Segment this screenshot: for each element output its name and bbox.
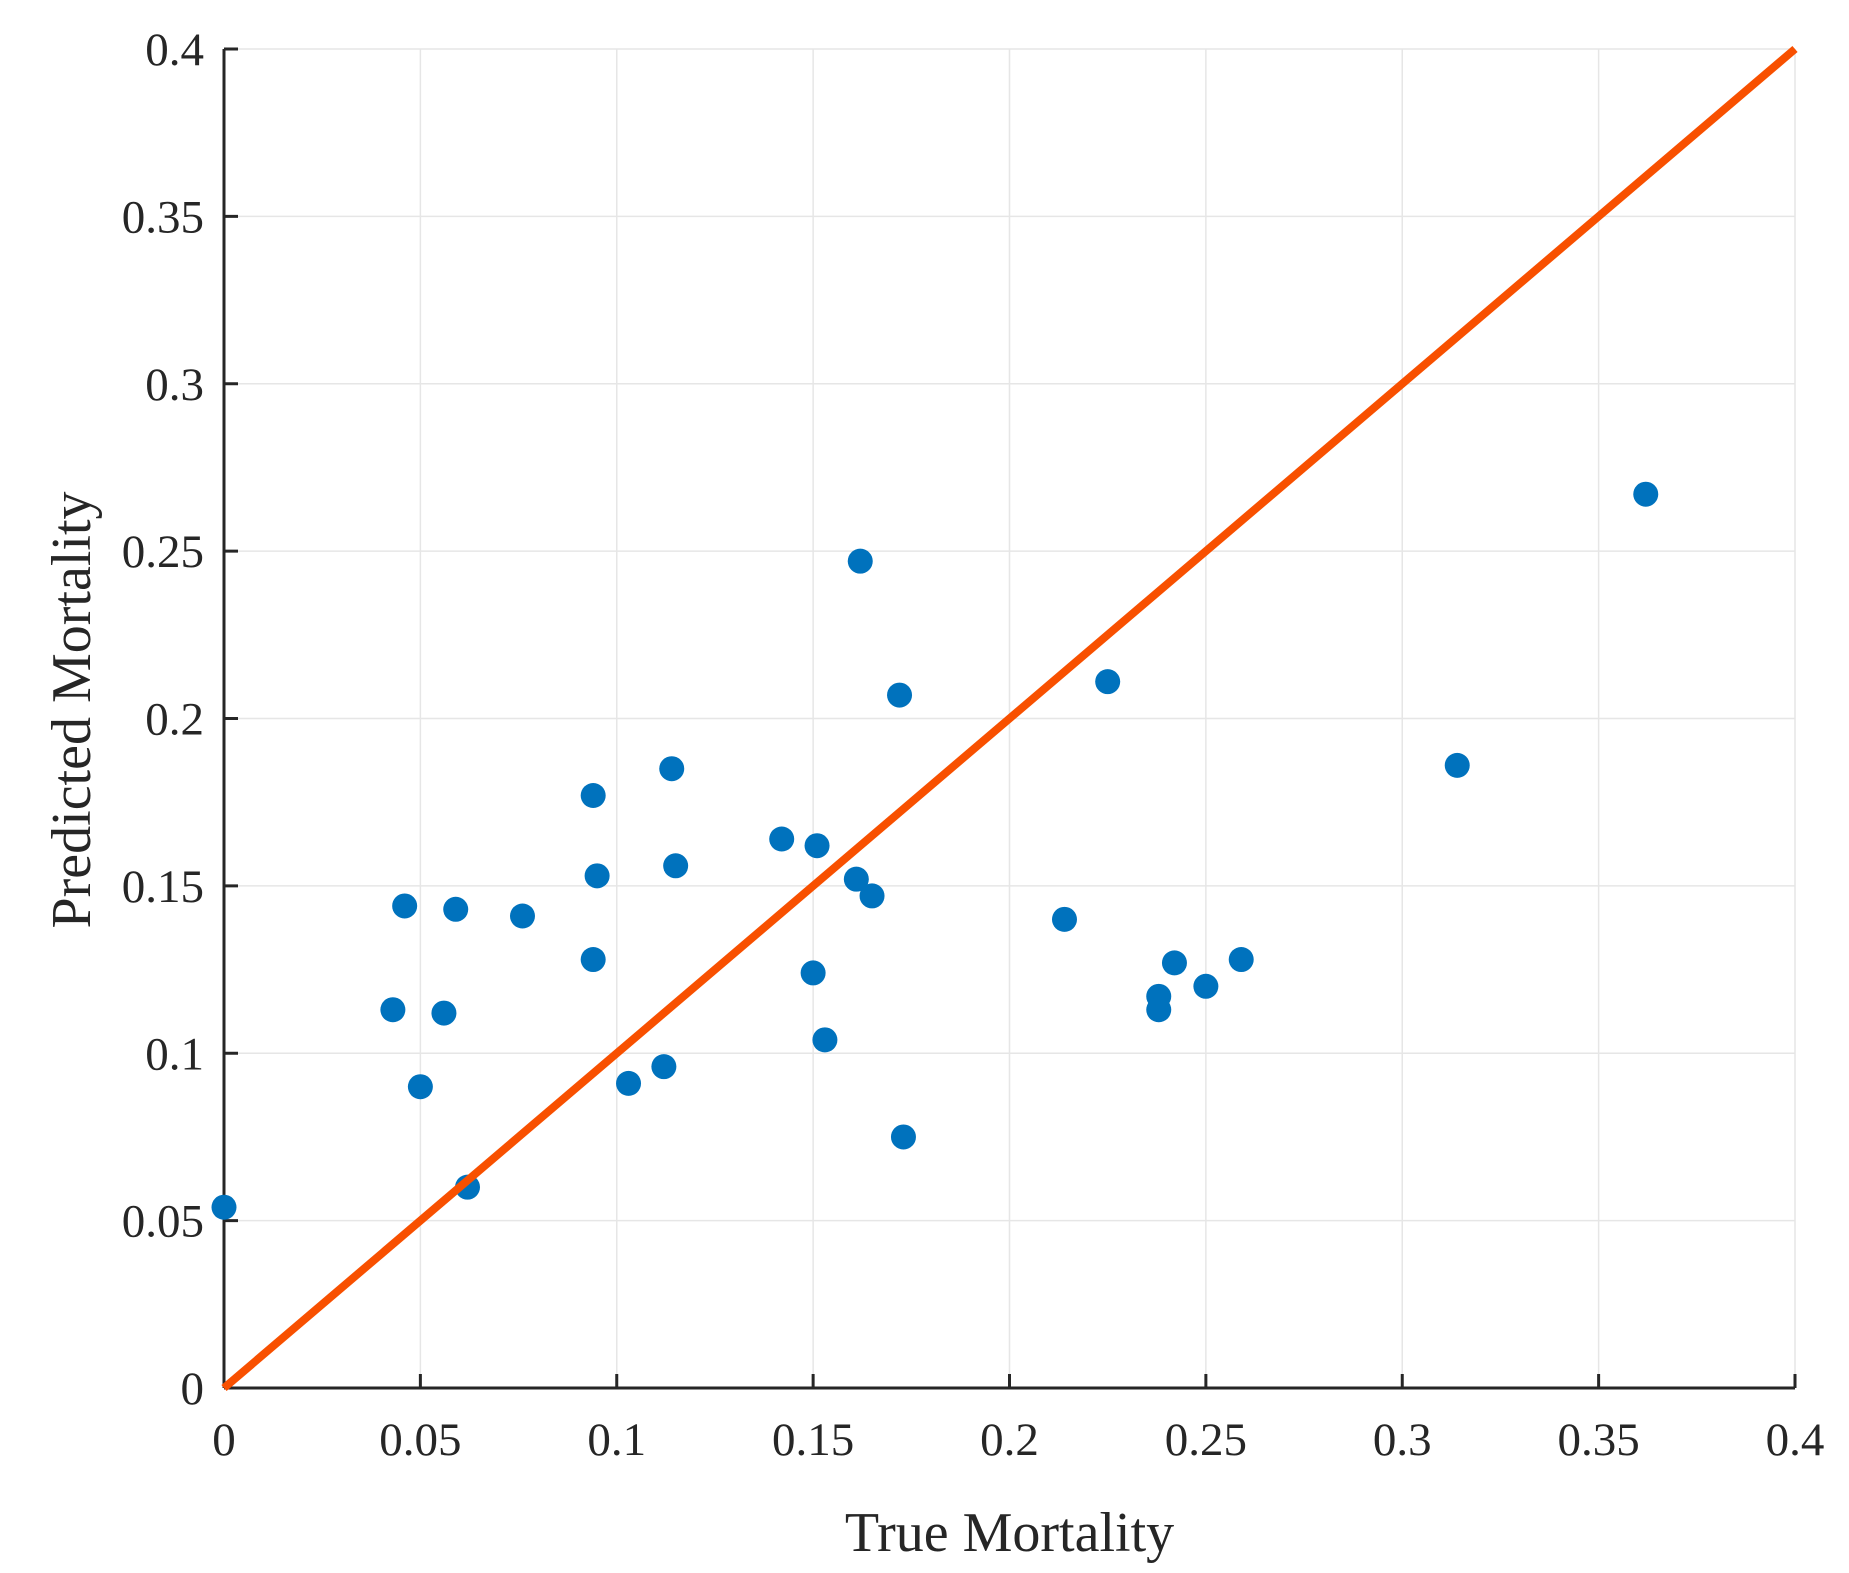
scatter-point [1095, 669, 1121, 695]
y-tick-label: 0.25 [122, 526, 204, 578]
scatter-point [769, 826, 795, 852]
scatter-point [1444, 752, 1470, 778]
scatter-point [663, 853, 689, 879]
x-tick-label: 0.3 [1373, 1414, 1432, 1466]
y-tick-label: 0.4 [145, 24, 204, 76]
scatter-point [431, 1000, 457, 1026]
scatter-point [1146, 997, 1172, 1023]
scatter-point [800, 960, 826, 986]
scatter-point [509, 903, 535, 929]
scatter-point [580, 947, 606, 973]
x-tick-label: 0.15 [772, 1414, 854, 1466]
scatter-point [887, 682, 913, 708]
scatter-point [1193, 973, 1219, 999]
x-tick-label: 0.2 [980, 1414, 1039, 1466]
y-tick-label: 0.35 [122, 191, 204, 243]
y-tick-label: 0.2 [145, 694, 204, 746]
scatter-point [847, 548, 873, 574]
x-tick-label: 0.25 [1165, 1414, 1247, 1466]
scatter-point [584, 863, 610, 889]
scatter-point [1161, 950, 1187, 976]
x-tick-label: 0 [212, 1414, 236, 1466]
scatter-point [859, 883, 885, 909]
x-tick-label: 0.35 [1558, 1414, 1640, 1466]
scatter-point [651, 1054, 677, 1080]
scatter-point [1051, 906, 1077, 932]
scatter-point [843, 866, 869, 892]
scatter-point [580, 782, 606, 808]
x-tick-label: 0.4 [1766, 1414, 1825, 1466]
scatter-point [443, 896, 469, 922]
x-axis-title: True Mortality [844, 1502, 1175, 1564]
scatter-point [890, 1124, 916, 1150]
scatter-point [380, 997, 406, 1023]
y-tick-label: 0.15 [122, 861, 204, 913]
scatter-point [616, 1070, 642, 1096]
y-tick-label: 0 [181, 1363, 205, 1415]
x-tick-label: 0.05 [379, 1414, 461, 1466]
y-tick-label: 0.05 [122, 1196, 204, 1248]
y-tick-label: 0.1 [145, 1028, 204, 1080]
scatter-point [812, 1027, 838, 1053]
scatter-point [1228, 947, 1254, 973]
scatter-point [407, 1074, 433, 1100]
scatter-point [804, 833, 830, 859]
y-tick-label: 0.3 [145, 359, 204, 411]
scatter-point [659, 756, 685, 782]
scatter-point [392, 893, 418, 919]
x-tick-label: 0.1 [587, 1414, 646, 1466]
scatter-point [211, 1194, 237, 1220]
scatter-point [1633, 481, 1659, 507]
identity-line [221, 45, 1798, 1392]
y-axis-title: Predicted Mortality [41, 491, 103, 929]
